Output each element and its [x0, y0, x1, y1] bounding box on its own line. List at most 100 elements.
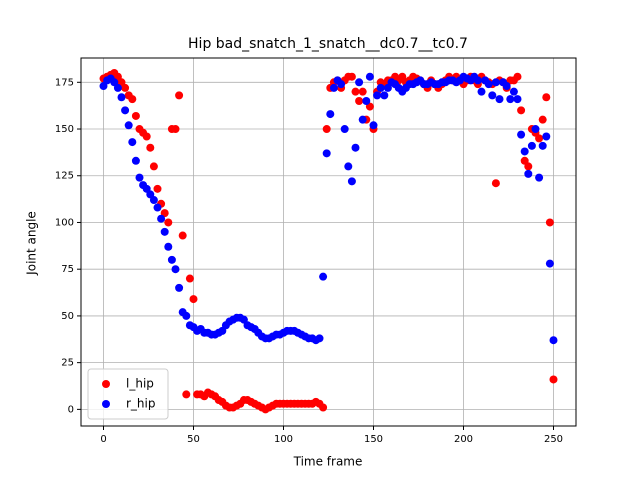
point [135, 173, 144, 182]
point [477, 87, 486, 96]
point [491, 179, 500, 188]
point [337, 80, 346, 89]
legend-marker [102, 400, 110, 408]
point [491, 78, 500, 87]
point [369, 121, 378, 130]
point [319, 272, 328, 281]
chart-title: Hip bad_snatch_1_snatch__dc0.7__tc0.7 [188, 36, 468, 52]
point [549, 336, 558, 345]
point [358, 115, 367, 124]
point [509, 87, 518, 96]
point [484, 80, 493, 89]
point [362, 96, 371, 105]
point [513, 95, 522, 104]
point [517, 130, 526, 139]
point [182, 390, 191, 399]
point [358, 87, 367, 96]
point [545, 259, 554, 268]
point [326, 110, 335, 119]
y-tick-label: 175 [55, 77, 74, 88]
legend-marker [102, 380, 110, 388]
point [171, 125, 180, 134]
point [347, 177, 356, 186]
point [513, 72, 522, 81]
point [322, 149, 331, 158]
point [351, 87, 360, 96]
point [131, 111, 140, 120]
point [149, 162, 158, 171]
point [355, 96, 364, 105]
point [128, 95, 137, 104]
plot-frame [80, 57, 577, 427]
point [319, 403, 328, 412]
point [517, 106, 526, 115]
y-tick-label: 25 [61, 358, 74, 369]
point [178, 231, 187, 240]
point [149, 196, 158, 205]
point [473, 76, 482, 85]
x-axis-label: Time frame [293, 455, 363, 469]
point [549, 375, 558, 384]
x-tick-label: 100 [274, 434, 293, 445]
y-tick-label: 0 [68, 404, 74, 415]
point [340, 125, 349, 134]
point [185, 274, 194, 283]
point [524, 162, 533, 171]
point [373, 91, 382, 100]
x-tick-label: 50 [187, 434, 200, 445]
y-tick-label: 125 [55, 171, 74, 182]
point [344, 162, 353, 171]
point [351, 143, 360, 152]
x-tick-label: 150 [364, 434, 383, 445]
point [502, 82, 511, 91]
point [117, 93, 126, 102]
y-tick-label: 100 [55, 217, 74, 228]
legend-label: r_hip [126, 397, 156, 411]
point [535, 173, 544, 182]
point [160, 227, 169, 236]
point [322, 125, 331, 134]
x-tick-label: 200 [454, 434, 473, 445]
point [531, 125, 540, 134]
point [128, 138, 137, 147]
point [376, 83, 385, 92]
x-tick-label: 0 [100, 434, 106, 445]
point [527, 141, 536, 150]
point [167, 255, 176, 264]
point [524, 169, 533, 178]
x-tick-label: 250 [544, 434, 563, 445]
point [175, 91, 184, 100]
point [121, 106, 130, 115]
point [153, 203, 162, 212]
y-tick-label: 50 [61, 311, 74, 322]
point [164, 218, 173, 227]
point [506, 95, 515, 104]
point [142, 132, 151, 141]
point [182, 311, 191, 320]
point [153, 184, 162, 193]
point [315, 334, 324, 343]
point [542, 132, 551, 141]
point [124, 121, 133, 130]
point [535, 134, 544, 143]
y-tick-label: 150 [55, 124, 74, 135]
point [520, 147, 529, 156]
point [495, 95, 504, 104]
point [121, 83, 130, 92]
legend-label: l_hip [126, 377, 154, 391]
point [545, 218, 554, 227]
point [113, 83, 122, 92]
point [157, 214, 166, 223]
point [175, 283, 184, 292]
y-axis-label: Joint angle [25, 211, 39, 276]
point [171, 265, 180, 274]
point [538, 115, 547, 124]
point [146, 143, 155, 152]
point [488, 91, 497, 100]
point [329, 83, 338, 92]
point [164, 242, 173, 251]
point [365, 72, 374, 81]
y-tick-label: 75 [61, 264, 74, 275]
point [380, 91, 389, 100]
point [542, 93, 551, 102]
